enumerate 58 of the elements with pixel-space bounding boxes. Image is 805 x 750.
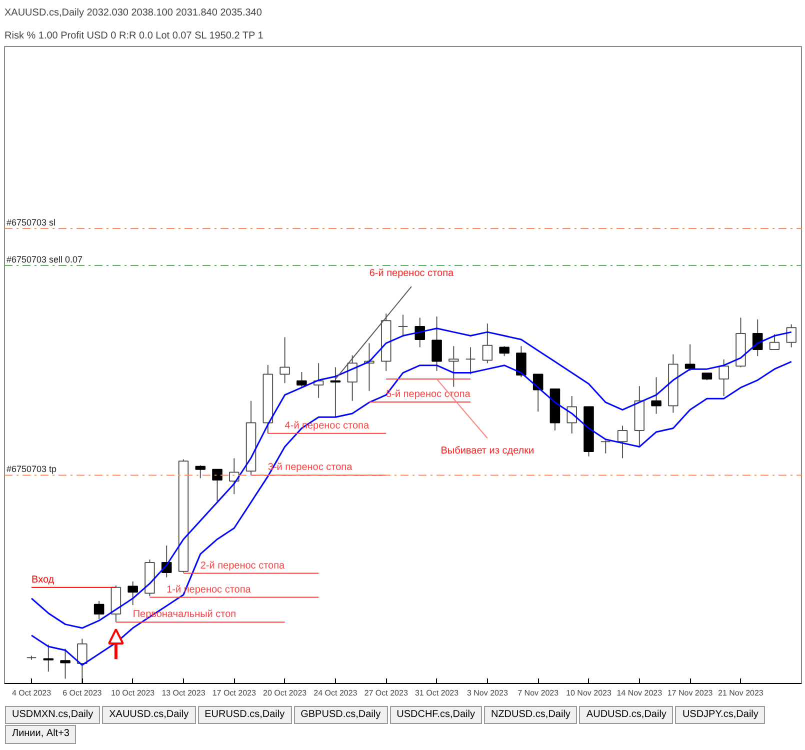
text: Линии, Alt+3 <box>5 725 76 744</box>
x-tick-label: 31 Oct 2023 <box>414 688 460 698</box>
candlestick <box>448 346 459 388</box>
x-tick-label: 6 Oct 2023 <box>62 688 102 698</box>
text: XAUUSD.cs,Daily <box>102 706 196 724</box>
text: AUDUSD.cs,Daily <box>579 706 674 724</box>
text: USDJPY.cs,Daily <box>675 706 766 724</box>
candlestick <box>769 334 780 350</box>
candlestick <box>296 372 307 388</box>
candlestick <box>786 324 797 348</box>
x-tick-label: 13 Oct 2023 <box>162 688 206 698</box>
text: EURUSD.cs,Daily <box>198 706 292 724</box>
x-tick-label: 14 Nov 2023 <box>616 688 663 698</box>
candlestick <box>600 440 611 454</box>
candlestick <box>532 374 544 412</box>
annotation: Выбивает из сделки <box>440 446 534 457</box>
candlestick <box>398 314 408 338</box>
candlestick <box>280 336 290 384</box>
chart-subtitle: Risk % 1.00 Profit USD 0 R:R 0.0 Lot 0.07 SL 1950.2 TP 1 <box>4 30 264 42</box>
candlestick <box>432 316 442 372</box>
candlestick <box>718 358 729 397</box>
candlestick <box>128 580 138 606</box>
candlestick <box>94 600 104 620</box>
x-tick-label: 27 Oct 2023 <box>364 688 408 698</box>
candlestick <box>195 464 206 479</box>
x-tick-label: 10 Oct 2023 <box>111 688 156 698</box>
series-label: 2-й перенос стопа <box>200 560 286 572</box>
candlestick <box>60 648 70 680</box>
text: USDCHF.cs,Daily <box>390 706 482 724</box>
ref-line-label: #6750703 sell 0.07 <box>6 254 83 264</box>
candlestick <box>617 425 628 459</box>
candlestick <box>465 346 476 375</box>
text: USDMXN.cs,Daily <box>5 706 100 724</box>
candlestick <box>43 644 54 672</box>
series-label: Вход <box>32 574 54 586</box>
x-tick-label: 24 Oct 2023 <box>314 688 358 698</box>
candlestick <box>651 376 662 414</box>
candlestick <box>499 346 510 357</box>
x-tick-label: 21 Nov 2023 <box>718 688 764 698</box>
candlestick <box>77 638 88 684</box>
x-tick-label: 7 Nov 2023 <box>518 688 560 698</box>
candlestick <box>684 344 696 372</box>
x-tick-label: 20 Oct 2023 <box>263 688 308 698</box>
candlestick <box>212 468 222 502</box>
ref-line-label: #6750703 sl <box>6 218 56 228</box>
x-tick-label: 17 Nov 2023 <box>667 688 714 698</box>
x-tick-label: 17 Oct 2023 <box>212 688 256 698</box>
annotation: 6-й перенос стопа <box>369 268 454 280</box>
x-tick-label: 4 Oct 2023 <box>12 688 52 698</box>
candlestick <box>516 346 526 378</box>
ref-line-label: #6750703 tp <box>6 464 57 474</box>
x-tick-label: 3 Nov 2023 <box>466 688 508 698</box>
candlestick <box>482 323 493 364</box>
candlestick <box>414 317 426 348</box>
chart-title: XAUUSD.cs,Daily 2032.030 2038.100 2031.840 2035.340 <box>4 8 262 18</box>
x-tick-label: 10 Nov 2023 <box>566 688 612 698</box>
text: NZDUSD.cs,Daily <box>484 706 578 724</box>
text: GBPUSD.cs,Daily <box>294 706 388 724</box>
